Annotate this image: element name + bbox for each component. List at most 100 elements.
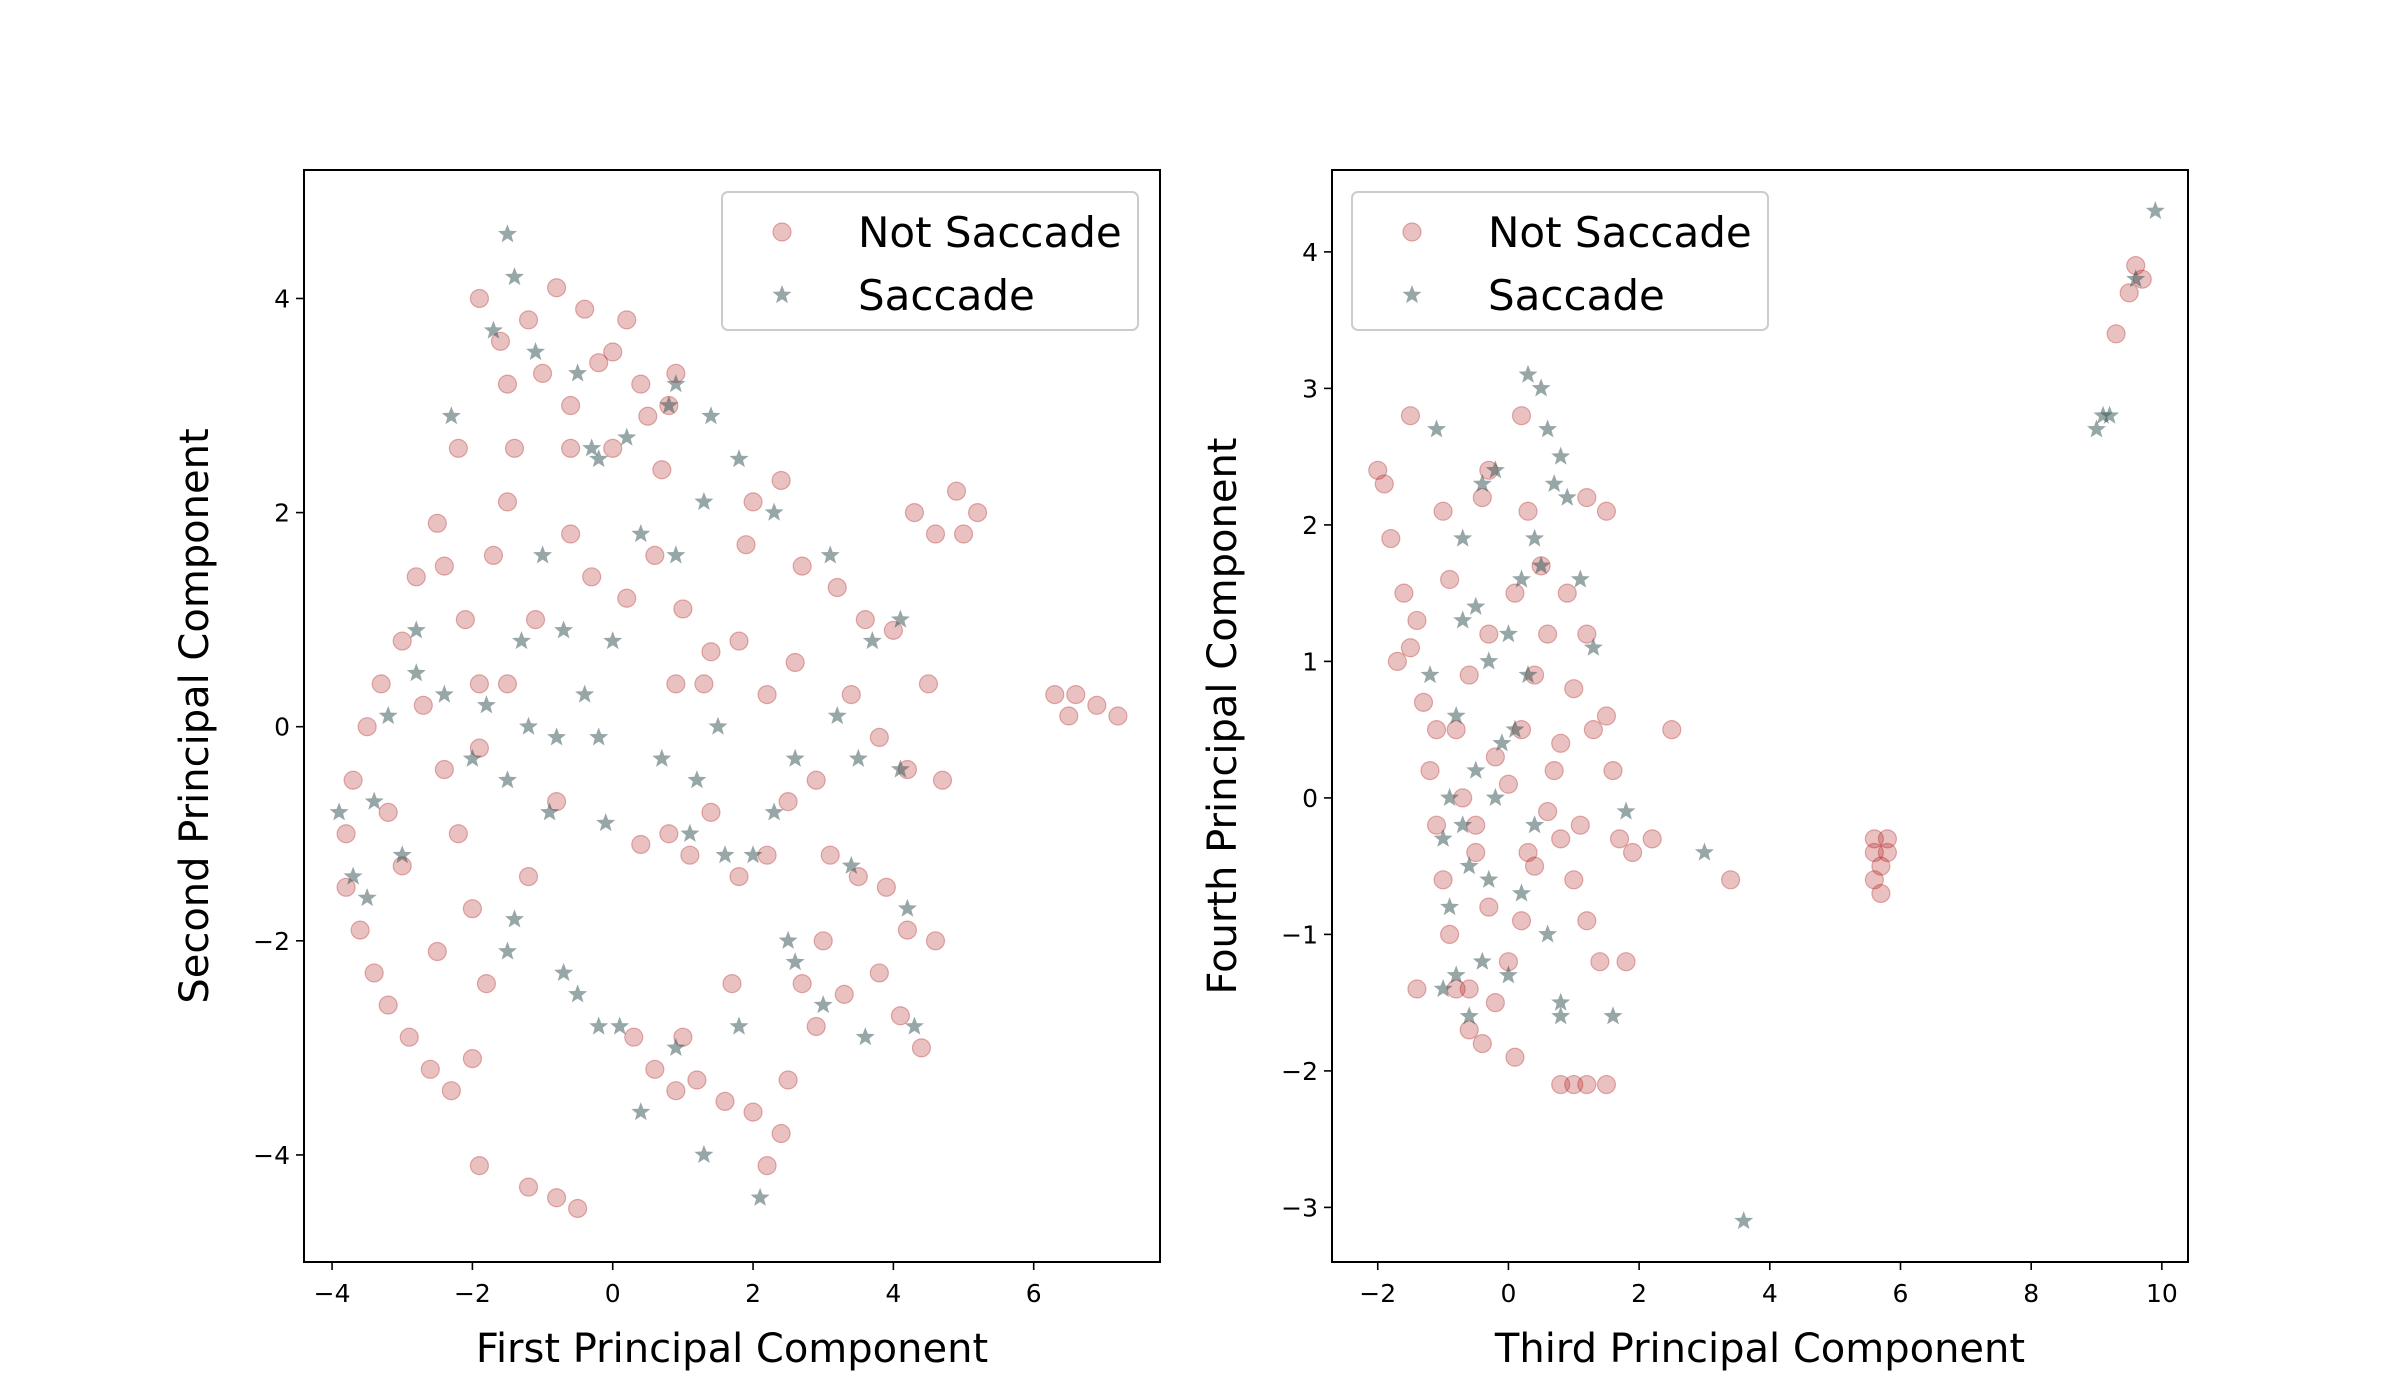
saccade-point	[2145, 201, 2165, 219]
not-saccade-point	[1609, 829, 1630, 849]
not-saccade-point	[722, 974, 742, 994]
not-saccade-point	[525, 610, 546, 630]
not-saccade-point	[792, 556, 812, 576]
saccade-point	[1433, 828, 1453, 847]
saccade-point	[1446, 706, 1466, 725]
not-saccade-point	[1426, 720, 1447, 740]
saccade-point	[687, 770, 707, 789]
saccade-point	[1479, 651, 1499, 670]
saccade-point	[1433, 979, 1453, 998]
not-saccade-point	[1381, 528, 1401, 549]
saccade-point	[1459, 1006, 1479, 1025]
not-saccade-point	[771, 470, 791, 491]
pc1-vs-pc2-scatter-plot: −4 −2 0 2 4 6 −4 −2 0 2 4 First Principal Componen…	[172, 169, 1161, 1372]
saccade-point	[1544, 474, 1564, 492]
not-saccade-point	[378, 995, 398, 1015]
not-saccade-point	[883, 620, 903, 640]
saccade-point	[1694, 842, 1714, 861]
saccade-point	[841, 855, 861, 874]
saccade-point	[1492, 733, 1512, 752]
not-saccade-point	[848, 866, 868, 887]
not-saccade-point	[1538, 801, 1558, 822]
saccade-point	[659, 395, 679, 414]
saccade-point	[666, 1037, 686, 1056]
not-saccade-point	[2119, 283, 2139, 303]
not-saccade-point	[890, 1006, 910, 1026]
not-saccade-point	[729, 866, 749, 887]
pc3-vs-pc4-axes-frame	[1331, 169, 2189, 1263]
x-tick-label: 8	[2023, 1279, 2039, 1308]
not-saccade-point	[1059, 706, 1079, 726]
not-saccade-point	[1564, 1074, 1584, 1095]
not-saccade-point	[743, 492, 763, 512]
saccade-point	[1453, 815, 1473, 834]
saccade-point	[406, 663, 426, 682]
not-saccade-point	[1877, 829, 1898, 849]
x-tick-label: −4	[314, 1279, 351, 1308]
y-tick-label: 4	[1302, 238, 1318, 267]
not-saccade-point	[1453, 788, 1473, 808]
not-saccade-point	[1577, 488, 1597, 508]
y-tick-label: −2	[1281, 1057, 1318, 1086]
not-saccade-point	[666, 674, 686, 694]
not-saccade-point	[617, 310, 637, 330]
not-saccade-point	[946, 481, 967, 501]
saccade-point	[498, 224, 517, 243]
not-saccade-point	[490, 331, 511, 351]
not-saccade-point	[1413, 692, 1434, 712]
saccade-point	[406, 620, 426, 639]
legend-not-saccade-label: Not Saccade	[1488, 208, 1752, 257]
not-saccade-point	[736, 535, 756, 555]
saccade-point	[820, 545, 840, 564]
not-saccade-point	[1505, 583, 1525, 603]
not-saccade-point	[953, 524, 974, 544]
y-tick-label: −3	[1281, 1193, 1318, 1222]
not-saccade-point	[392, 631, 412, 651]
saccade-point	[1440, 787, 1460, 806]
not-saccade-point	[1485, 993, 1505, 1013]
not-saccade-point	[645, 545, 665, 566]
saccade-point	[1420, 665, 1440, 684]
saccade-point	[890, 609, 910, 628]
not-saccade-point	[1877, 842, 1898, 863]
not-saccade-point	[911, 1038, 932, 1058]
pc1-vs-pc2-data-marks	[329, 224, 1128, 1219]
not-saccade-point	[1440, 569, 1460, 590]
saccade-point	[554, 962, 574, 981]
not-saccade-point	[1466, 815, 1486, 835]
legend-not-saccade-marker	[1402, 222, 1422, 242]
not-saccade-point	[399, 1027, 419, 1047]
not-saccade-point	[1583, 720, 1603, 740]
not-saccade-point	[603, 342, 623, 362]
saccade-point	[631, 524, 651, 543]
saccade-point	[785, 748, 805, 767]
saccade-point	[589, 449, 609, 468]
saccade-point	[533, 545, 553, 564]
saccade-point	[813, 995, 833, 1014]
saccade-point	[1466, 596, 1486, 615]
not-saccade-point	[1518, 501, 1538, 521]
y-tick-label: 0	[274, 713, 290, 742]
not-saccade-point	[715, 1091, 735, 1112]
saccade-point	[848, 748, 868, 767]
saccade-point	[701, 406, 721, 425]
not-saccade-point	[1596, 1074, 1617, 1095]
legend-frame	[721, 191, 1139, 331]
saccade-point	[589, 1016, 609, 1035]
not-saccade-point	[483, 545, 504, 566]
not-saccade-point	[701, 802, 721, 822]
x-tick-label: 2	[745, 1279, 761, 1308]
not-saccade-point	[497, 674, 518, 694]
saccade-point	[1531, 555, 1551, 574]
legend-star-marker	[1402, 285, 1422, 304]
y-tick-label: 4	[274, 284, 290, 313]
not-saccade-point	[1511, 911, 1532, 931]
not-saccade-point	[1433, 870, 1453, 890]
legend-saccade-label: Saccade	[1488, 271, 1665, 320]
saccade-point	[364, 791, 384, 810]
x-tick-label: 6	[1026, 1279, 1042, 1308]
saccade-point	[589, 727, 609, 746]
not-saccade-point	[1479, 897, 1499, 917]
not-saccade-point	[638, 406, 658, 426]
saccade-point	[1485, 460, 1505, 479]
